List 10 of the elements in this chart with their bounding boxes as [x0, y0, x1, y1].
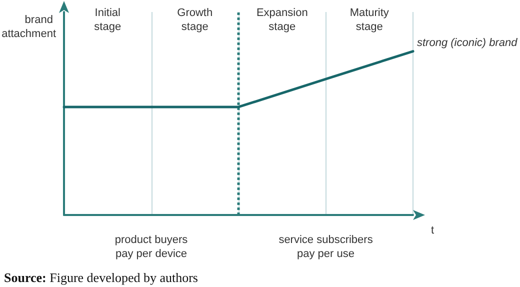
- text: Growth stage: [177, 7, 213, 33]
- y-axis-title: brand attachment: [2, 14, 56, 40]
- text: Maturity stage: [350, 7, 390, 33]
- text: service subscribers pay per use: [278, 234, 374, 260]
- x-axis-title: t: [431, 224, 434, 236]
- text: strong (iconic) brand: [417, 36, 518, 49]
- text: Expansion stage: [256, 7, 308, 33]
- text: product buyers pay per device: [114, 234, 188, 260]
- text: Initial stage: [94, 7, 122, 33]
- source-note: Source: Figure developed by authors: [4, 270, 198, 285]
